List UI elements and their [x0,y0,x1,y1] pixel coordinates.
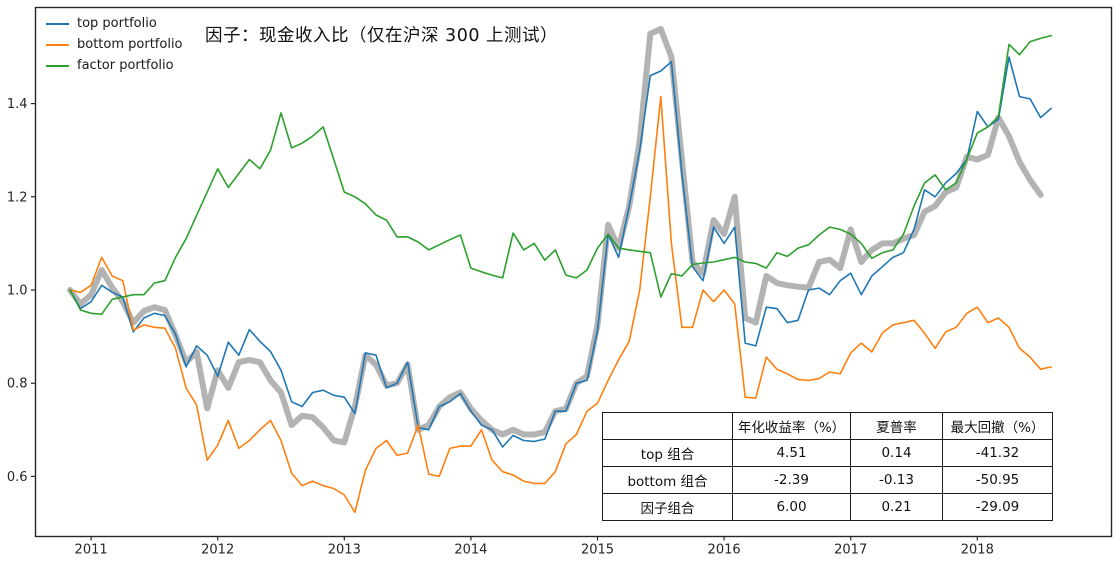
sharpe-value: -0.13 [850,466,943,494]
line-swatch-icon [46,64,69,67]
x-tick-label: 2012 [201,543,234,558]
legend-label: factor portfolio [77,58,174,73]
sharpe-value: 0.14 [850,439,943,467]
y-tick-label: 0.6 [7,470,28,485]
x-tick-label: 2013 [328,543,361,558]
max-drawdown-value: -29.09 [942,493,1053,521]
annual-return-value: -2.39 [732,466,851,494]
max-drawdown-value: -50.95 [942,466,1053,494]
series-line-bottom-portfolio [69,95,1052,514]
plot-border [34,6,1113,538]
y-tick-label: 1.4 [7,97,28,112]
table-header-max-drawdown: 最大回撤（%） [942,412,1053,440]
annual-return-value: 6.00 [732,493,851,521]
y-tick-label: 1.2 [7,190,28,205]
legend-item-top-portfolio: top portfolio [46,13,183,34]
line-swatch-icon [46,43,69,46]
legend-label: bottom portfolio [77,37,183,52]
row-label: 因子组合 [602,493,733,521]
chart-title: 因子：现金收入比（仅在沪深 300 上测试） [205,26,559,46]
table-row: 因子组合 6.00 0.21 -29.09 [602,493,1053,521]
row-label: top 组合 [602,439,733,467]
stats-table: 年化收益率（%） 夏普率 最大回撤（%） top 组合 4.51 0.14 -4… [602,412,1053,521]
legend-item-bottom-portfolio: bottom portfolio [46,34,183,55]
series-line-factor-portfolio [69,34,1052,316]
table-header-empty [602,412,733,440]
line-swatch-icon [46,22,69,25]
max-drawdown-value: -41.32 [942,439,1053,467]
series-line-unlabeled-benchmark [67,26,1044,446]
annual-return-value: 4.51 [732,439,851,467]
x-tick-label: 2016 [708,543,741,558]
x-tick-label: 2015 [581,543,614,558]
y-tick-label: 0.8 [7,377,28,392]
x-tick-label: 2018 [961,543,994,558]
x-tick-label: 2011 [75,543,108,558]
table-header-sharpe: 夏普率 [850,412,943,440]
table-header-annual-return: 年化收益率（%） [732,412,851,440]
legend: top portfolio bottom portfolio factor po… [46,13,183,76]
x-tick-label: 2017 [834,543,867,558]
y-tick-label: 1.0 [7,284,28,299]
legend-label: top portfolio [77,16,157,31]
sharpe-value: 0.21 [850,493,943,521]
x-tick-label: 2014 [454,543,487,558]
legend-item-factor-portfolio: factor portfolio [46,55,183,76]
table-header-row: 年化收益率（%） 夏普率 最大回撤（%） [602,412,1053,440]
table-row: top 组合 4.51 0.14 -41.32 [602,439,1053,467]
series-line-top-portfolio [69,56,1052,448]
table-row: bottom 组合 -2.39 -0.13 -50.95 [602,466,1053,494]
row-label: bottom 组合 [602,466,733,494]
